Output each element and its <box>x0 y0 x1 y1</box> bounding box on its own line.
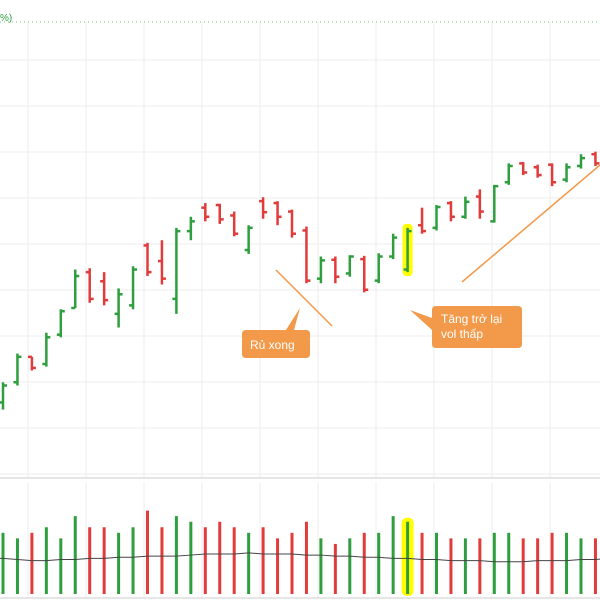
annotation-arrow-pullback <box>275 269 333 327</box>
ohlc-bar <box>244 225 253 254</box>
ohlc-bar <box>100 272 109 306</box>
annotations: Rủ xong Tăng trở lại vol thấp <box>242 164 600 358</box>
ohlc-bar <box>504 163 513 185</box>
ohlc-bar <box>259 197 268 219</box>
ohlc-bar <box>490 184 499 223</box>
corner-label: %) <box>0 13 12 24</box>
callout-pullback-box <box>242 308 310 358</box>
ohlc-bar <box>186 216 195 241</box>
ohlc-bar <box>27 355 36 371</box>
ohlc-bar <box>591 151 600 166</box>
ohlc-bar <box>331 256 340 284</box>
ohlc-bar <box>316 256 325 284</box>
callout-rebound-label-line2: vol thấp <box>441 327 483 341</box>
ohlc-bar <box>345 255 354 277</box>
ohlc-bar <box>288 209 296 238</box>
ohlc-bar <box>230 211 239 237</box>
ohlc-bar <box>302 226 311 284</box>
callout-rebound-box <box>410 306 522 348</box>
callout-rebound-label-line1: Tăng trở lại <box>441 312 502 326</box>
ohlc-bar <box>374 253 383 284</box>
ohlc-bar <box>129 266 138 310</box>
ohlc-bar <box>418 207 427 234</box>
callout-pullback-label: Rủ xong <box>250 338 295 352</box>
ohlc-bar <box>273 201 282 226</box>
ohlc-bars <box>0 151 600 410</box>
ohlc-bar <box>446 201 455 222</box>
ohlc-bar <box>201 203 210 222</box>
ohlc-bar <box>577 154 585 169</box>
ohlc-bar <box>533 164 542 178</box>
ohlc-bar <box>403 227 412 273</box>
ohlc-bar <box>389 233 398 260</box>
ohlc-bar <box>215 203 224 224</box>
volume-bars <box>1 510 597 596</box>
ohlc-bar <box>13 353 22 386</box>
ohlc-bar <box>143 242 152 277</box>
ohlc-bar <box>172 227 181 314</box>
ohlc-bar <box>519 162 528 176</box>
ohlc-bar <box>0 382 7 410</box>
ohlc-bar <box>548 163 557 187</box>
ohlc-bar <box>461 196 470 219</box>
ohlc-bar <box>157 240 166 285</box>
ohlc-bar <box>71 269 80 310</box>
volume-ma-line <box>0 552 600 563</box>
ohlc-bar <box>56 309 65 338</box>
grid <box>0 22 600 598</box>
annotation-trend-line <box>461 164 600 283</box>
ohlc-bar <box>42 332 51 367</box>
ohlc-bar <box>562 163 571 183</box>
ohlc-bar <box>475 189 484 219</box>
ohlc-bar <box>360 255 369 293</box>
ohlc-bar <box>432 205 441 231</box>
ohlc-bar <box>114 288 123 328</box>
ohlc-bar <box>85 268 94 303</box>
